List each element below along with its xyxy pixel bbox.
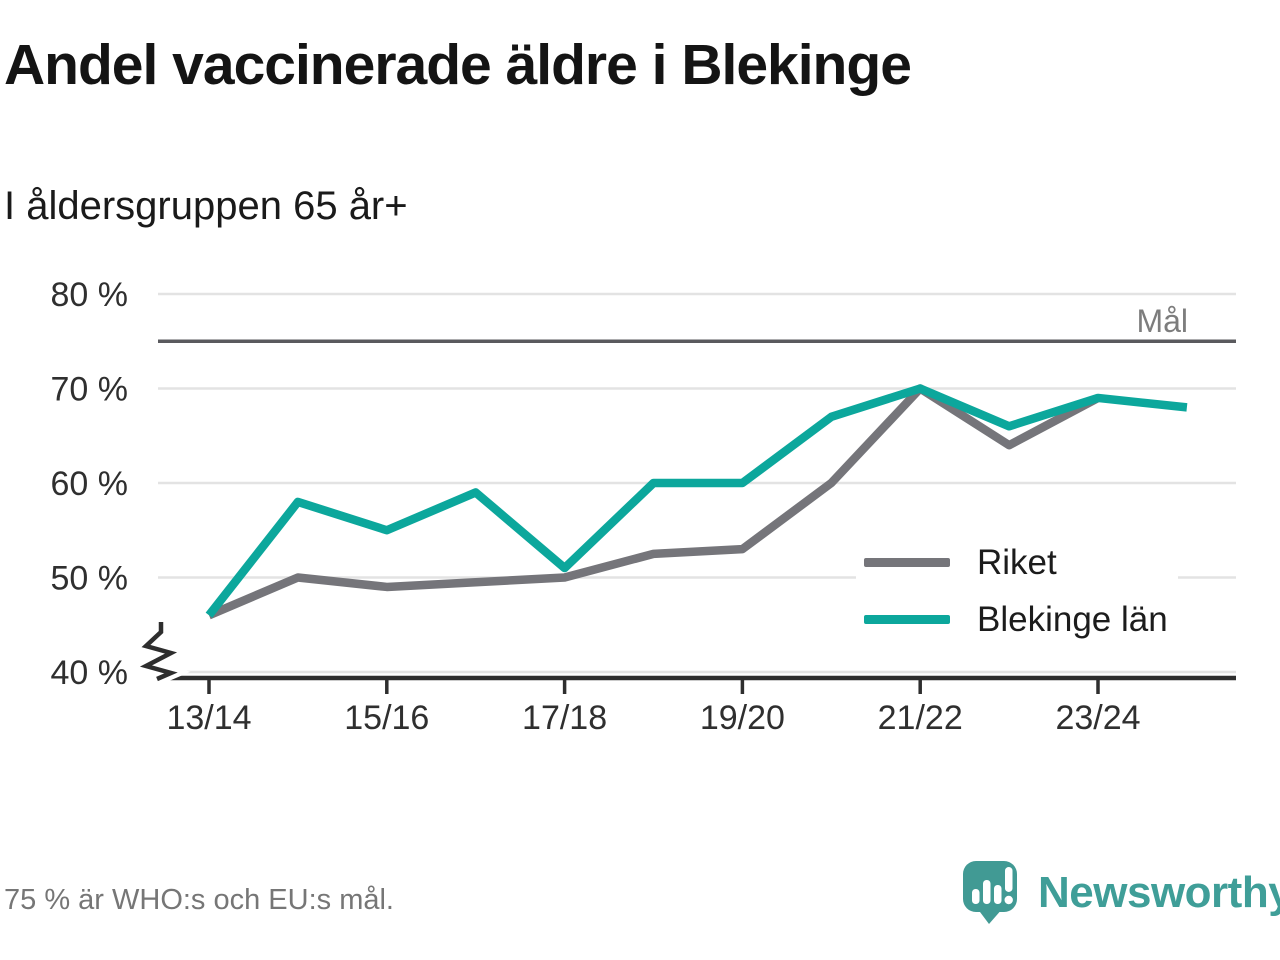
legend-label-blekinge: Blekinge län (977, 599, 1168, 639)
y-axis-label-70: 70 % (51, 371, 129, 409)
chart-subtitle: I åldersgruppen 65 år+ (4, 184, 408, 228)
y-axis-label-60: 60 % (51, 465, 129, 503)
x-axis-label-21/22: 21/22 (878, 699, 963, 737)
newsworthy-logo: Newsworthy (962, 860, 1280, 926)
newsworthy-logo-icon (963, 861, 1017, 924)
footnote: 75 % är WHO:s och EU:s mål. (4, 884, 394, 916)
riket-line (207, 384, 1100, 620)
legend: Riket Blekinge län (856, 530, 1178, 656)
axis-break-icon (139, 622, 178, 682)
blekinge-line-swatch (864, 615, 950, 624)
x-axis-label-17/18: 17/18 (522, 699, 607, 737)
legend-item-riket: Riket (864, 534, 1168, 591)
x-axis-label-13/14: 13/14 (166, 699, 251, 737)
brand-name: Newsworthy (1038, 868, 1280, 917)
riket-line-swatch (864, 558, 950, 567)
y-axis-label-40: 40 % (51, 654, 129, 692)
x-axis-label-23/24: 23/24 (1055, 699, 1140, 737)
target-label: Mål (1136, 303, 1188, 339)
x-axis-label-19/20: 19/20 (700, 699, 785, 737)
y-axis-label-50: 50 % (51, 560, 129, 598)
legend-item-blekinge: Blekinge län (864, 591, 1168, 648)
legend-label-riket: Riket (977, 542, 1057, 582)
chart-title: Andel vaccinerade äldre i Blekinge (4, 33, 912, 97)
blekinge-lan-line (205, 384, 1188, 618)
y-axis-label-80: 80 % (51, 276, 129, 314)
x-axis-label-15/16: 15/16 (344, 699, 429, 737)
